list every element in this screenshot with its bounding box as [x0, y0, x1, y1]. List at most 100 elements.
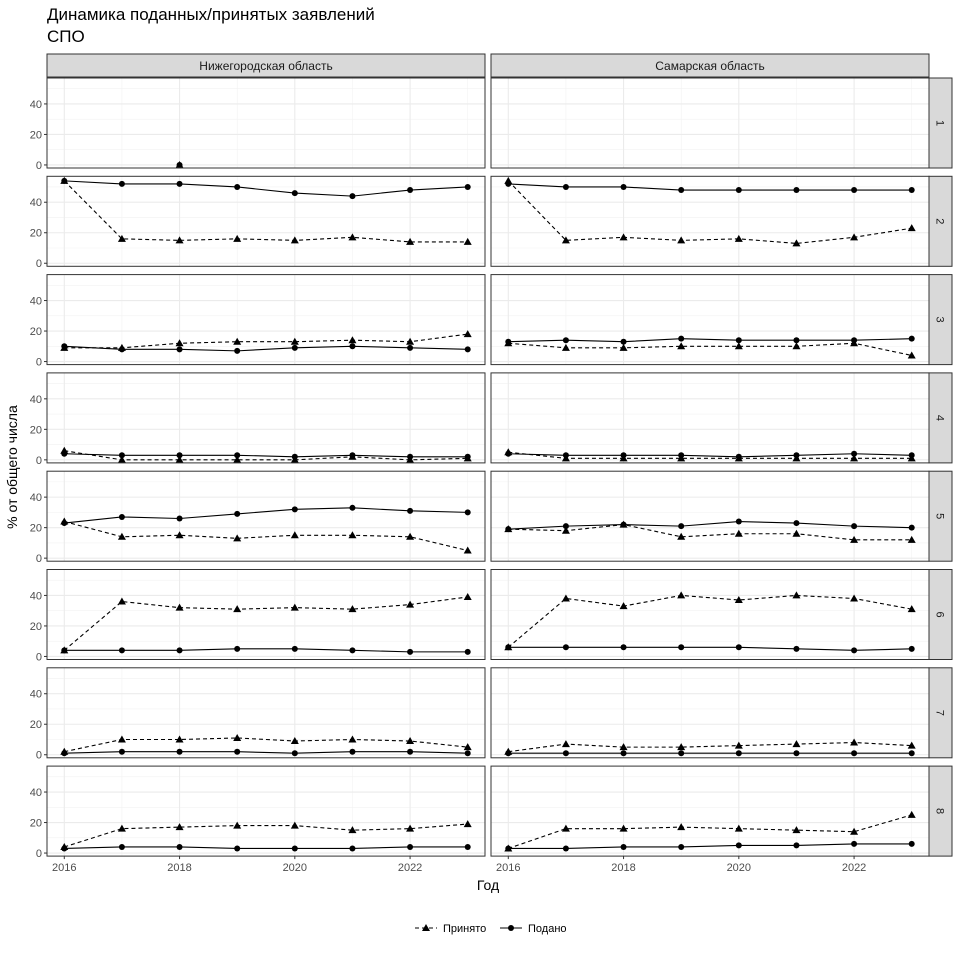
data-point-circle: [735, 518, 742, 525]
panel: [490, 569, 930, 660]
row-strip: [928, 667, 953, 759]
data-point-circle: [678, 750, 685, 757]
panel-background: [47, 667, 485, 758]
data-point-triangle: [406, 237, 415, 245]
series-line-prinyato: [508, 814, 912, 849]
y-tick-label: 20: [30, 621, 42, 633]
data-point-triangle: [290, 737, 299, 745]
data-point-triangle: [561, 343, 570, 351]
series-line-prinyato: [508, 524, 912, 541]
data-point-circle: [620, 452, 627, 459]
data-point-circle: [118, 346, 125, 353]
data-point-circle: [234, 347, 241, 354]
data-point-circle: [793, 750, 800, 757]
panel: [490, 372, 930, 464]
data-point-triangle: [233, 605, 242, 613]
data-point-triangle: [619, 233, 628, 241]
data-point-circle: [851, 647, 858, 654]
data-point-circle: [505, 338, 512, 345]
data-point-triangle: [619, 343, 628, 351]
data-point-circle: [908, 840, 915, 847]
series-line-prinyato: [64, 333, 468, 349]
data-point-triangle: [734, 234, 743, 242]
data-point-triangle: [677, 236, 686, 244]
data-point-triangle: [175, 236, 184, 244]
panel: [46, 372, 486, 464]
panel-background: [47, 372, 485, 463]
y-tick-label: 0: [36, 258, 42, 270]
data-point-circle: [851, 337, 858, 344]
row-strip-label: 7: [934, 710, 946, 716]
data-point-circle: [407, 453, 414, 460]
y-tick-label: 0: [36, 357, 42, 369]
data-point-triangle: [677, 532, 686, 540]
data-point-circle: [851, 840, 858, 847]
panel-border: [46, 372, 486, 464]
panel-background: [491, 78, 929, 168]
row-strip: [928, 175, 953, 267]
data-point-circle: [505, 180, 512, 187]
data-point-triangle: [463, 592, 472, 600]
y-tick-label: 20: [30, 129, 42, 141]
series-line-podano: [508, 843, 912, 850]
data-point-circle: [349, 647, 356, 654]
panel: [490, 667, 930, 759]
row-strip-label: 2: [934, 218, 946, 224]
series-line-prinyato: [508, 342, 912, 356]
panel: [46, 765, 486, 857]
data-point-circle: [61, 647, 68, 654]
data-point-circle: [793, 452, 800, 459]
data-point-triangle: [233, 234, 242, 242]
series-line-prinyato: [508, 741, 912, 753]
series-line-podano: [64, 846, 468, 850]
panel: [46, 667, 486, 759]
data-point-circle: [464, 509, 471, 516]
y-tick-label: 40: [30, 787, 42, 799]
row-strip: [928, 77, 953, 169]
data-point-circle: [620, 183, 627, 190]
data-point-circle: [620, 521, 627, 528]
data-point-triangle: [463, 330, 472, 338]
data-point-triangle: [677, 342, 686, 350]
data-point-circle: [61, 520, 68, 527]
panel-border: [46, 274, 486, 366]
data-point-triangle: [175, 339, 184, 347]
series-line-prinyato: [64, 521, 468, 552]
panel-background: [47, 569, 485, 660]
data-point-circle: [562, 523, 569, 530]
series-line-prinyato: [64, 450, 468, 461]
x-tick-label: 2016: [52, 862, 76, 874]
data-point-triangle: [117, 735, 126, 743]
data-point-triangle: [175, 735, 184, 743]
series-line-podano: [64, 180, 468, 197]
series-line-podano: [508, 453, 912, 458]
data-point-circle: [908, 750, 915, 757]
panel-background: [491, 569, 929, 660]
column-strip: [490, 53, 930, 78]
row-strip: [928, 372, 953, 464]
data-point-triangle: [348, 336, 357, 344]
y-tick-label: 20: [30, 424, 42, 436]
data-point-circle: [620, 338, 627, 345]
data-point-circle: [793, 187, 800, 194]
panel: [490, 765, 930, 857]
data-point-circle: [620, 843, 627, 850]
data-point-triangle: [290, 337, 299, 345]
data-point-triangle: [406, 337, 415, 345]
data-point-triangle: [619, 743, 628, 751]
data-point-circle: [234, 452, 241, 459]
panel-background: [491, 274, 929, 365]
y-tick-label: 40: [30, 99, 42, 111]
data-point-triangle: [907, 741, 916, 749]
data-point-triangle: [907, 351, 916, 359]
data-point-circle: [291, 645, 298, 652]
data-point-circle: [678, 644, 685, 651]
x-tick-label: 2022: [842, 862, 866, 874]
data-point-triangle: [734, 529, 743, 537]
data-point-circle: [562, 337, 569, 344]
row-strip-label: 6: [934, 611, 946, 617]
data-point-triangle: [850, 454, 859, 462]
data-point-circle: [851, 187, 858, 194]
data-point-triangle: [850, 827, 859, 835]
data-point-circle: [562, 750, 569, 757]
